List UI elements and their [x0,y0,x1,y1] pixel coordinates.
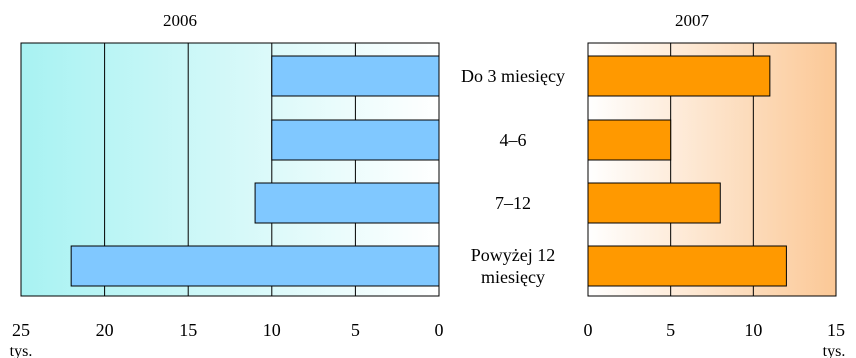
bar-2006-3 [70,245,440,287]
x-tick-label-2006: 0 [435,320,444,340]
x-tick-label-2006: 5 [351,320,360,340]
bar-2006-2 [254,182,440,224]
bar-2007-2 [587,182,721,224]
x-tick-label-2006: 10 [263,320,281,340]
panel-title-2006: 2006 [163,11,197,30]
plot-frame-2007 [587,42,837,297]
x-tick-label-2007: 5 [666,320,675,340]
bar-2007-3 [587,245,787,287]
x-ticks-2006: 25 20 15 10 5 0 [12,320,444,340]
x-tick-label-2007: 0 [584,320,593,340]
panel-2006: 2006 25 20 15 10 5 0 tys. [10,11,444,358]
category-label: Powyżej 12 [471,245,556,265]
panel-title-2007: 2007 [675,11,710,30]
bar-2006-1 [271,119,440,161]
x-tick-label-2006: 25 [12,320,30,340]
panel-2007: 2007 0 5 10 15 tys. [584,11,846,358]
category-label: 7–12 [495,193,531,213]
bar-2007-1 [587,119,672,161]
category-label: Do 3 miesięcy [461,66,565,86]
x-tick-label-2007: 10 [744,320,762,340]
x-ticks-2007: 0 5 10 15 [584,320,846,340]
bars-2006 [70,55,440,287]
x-tick-label-2006: 20 [96,320,114,340]
unit-label-2006: tys. [10,343,33,358]
category-label: 4–6 [500,130,527,150]
category-label: miesięcy [481,267,545,287]
unit-label-2007: tys. [823,343,846,358]
bars-2007 [587,55,787,287]
bar-2007-0 [587,55,771,97]
plot-frame-2006 [20,42,440,297]
bar-2006-0 [271,55,440,97]
x-tick-label-2007: 15 [827,320,845,340]
x-tick-label-2006: 15 [179,320,197,340]
